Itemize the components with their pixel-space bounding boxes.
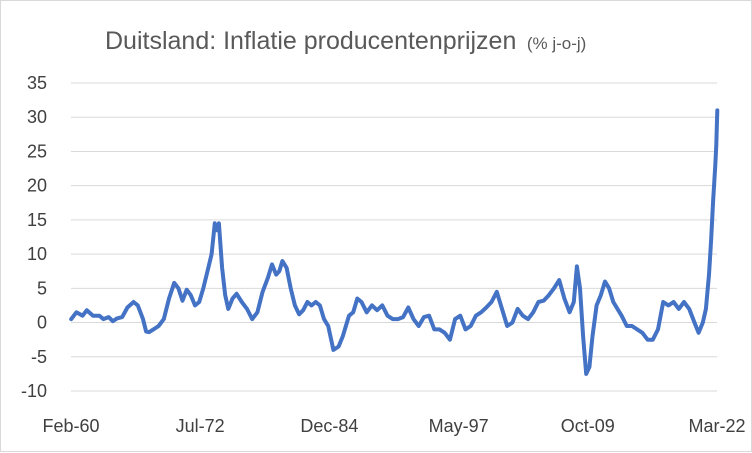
y-tick-label: -10 (21, 381, 47, 401)
x-tick-label: May-97 (429, 416, 489, 436)
y-tick-label: -5 (31, 347, 47, 367)
x-tick-label: Feb-60 (42, 416, 99, 436)
y-tick-label: 30 (27, 107, 47, 127)
series-layer (69, 108, 720, 376)
y-tick-label: 15 (27, 210, 47, 230)
y-tick-label: 25 (27, 141, 47, 161)
chart-title: Duitsland: Inflatie producentenprijzen (… (105, 27, 586, 55)
y-axis-labels: 35 30 25 20 15 10 5 0 -5 -10 (21, 73, 47, 401)
y-tick-label: 10 (27, 244, 47, 264)
x-tick-label: Mar-22 (688, 416, 745, 436)
y-tick-label: 5 (37, 278, 47, 298)
x-axis-labels: Feb-60 Jul-72 Dec-84 May-97 Oct-09 Mar-22 (42, 416, 745, 436)
x-tick-label: Oct-09 (561, 416, 615, 436)
x-tick-label: Dec-84 (300, 416, 358, 436)
y-tick-label: 35 (27, 73, 47, 93)
y-tick-label: 20 (27, 176, 47, 196)
x-tick-label: Jul-72 (176, 416, 225, 436)
gridlines (71, 82, 717, 392)
series-line-ppi-inflation (69, 108, 720, 376)
y-tick-label: 0 (37, 313, 47, 333)
